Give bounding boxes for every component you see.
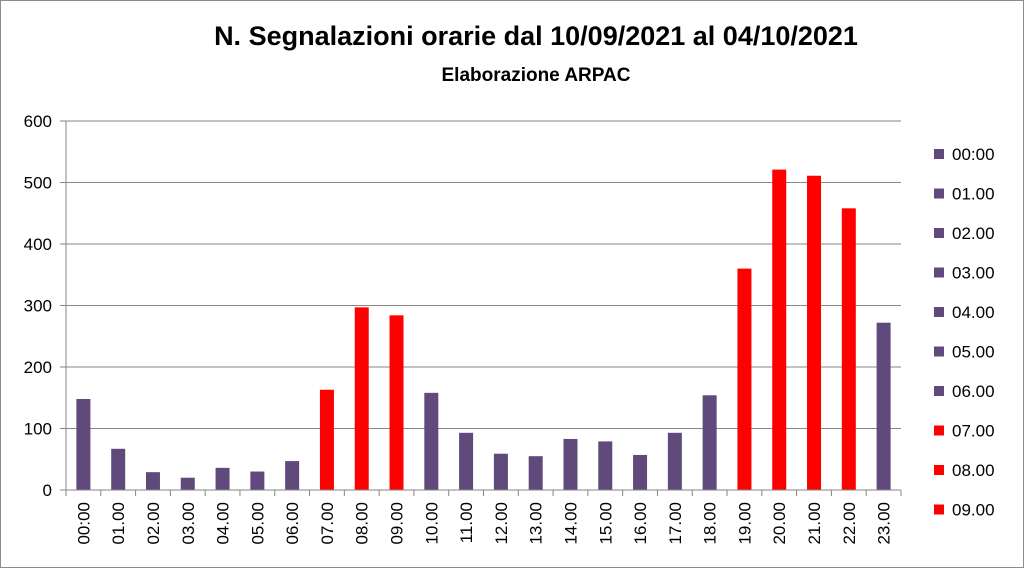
bar-0900: [389, 315, 404, 490]
legend-label: 06.00: [952, 382, 995, 401]
bar-0500: [250, 471, 265, 490]
legend-swatch: [934, 149, 944, 159]
legend-item: 02.00: [934, 224, 995, 243]
x-tick-label: 15.00: [596, 502, 615, 545]
x-tick-label: 14.00: [561, 502, 580, 545]
legend-swatch: [934, 504, 944, 515]
x-tick-label: 08.00: [353, 502, 372, 545]
legend-label: 07.00: [952, 422, 995, 441]
legend-item: 09.00: [934, 501, 995, 520]
x-tick-label: 04.00: [214, 502, 233, 545]
legend-label: 04.00: [952, 303, 995, 322]
bar-2300: [876, 322, 891, 490]
x-tick-label: 06.00: [283, 502, 302, 545]
x-tick-label: 23.00: [875, 502, 894, 545]
bar-2100: [807, 175, 822, 491]
y-tick-label: 300: [24, 297, 52, 316]
legend-label: 01.00: [952, 185, 995, 204]
bar-1800: [702, 395, 717, 490]
x-tick-label: 02.00: [144, 502, 163, 545]
legend-label: 05.00: [952, 343, 995, 362]
legend: 00:00 01.00 02.00 03.00 04.00 05.00 06.00 07.00…: [934, 145, 995, 520]
legend-item: 00:00: [934, 145, 995, 164]
bar-1300: [528, 456, 543, 490]
legend-label: 09.00: [952, 501, 995, 520]
x-tick-label: 00:00: [74, 502, 93, 545]
bar-1600: [633, 454, 648, 490]
bar-0400: [215, 467, 230, 490]
x-tick-label: 05.00: [248, 502, 267, 545]
x-tick-label: 11.00: [457, 502, 476, 543]
legend-swatch: [934, 228, 944, 238]
legend-item: 06.00: [934, 382, 995, 401]
y-tick-label: 400: [24, 235, 52, 254]
bar-0300: [180, 477, 195, 490]
legend-label: 08.00: [952, 461, 995, 480]
legend-swatch: [934, 386, 944, 396]
x-tick-label: 18.00: [701, 502, 720, 545]
y-tick-label: 500: [24, 174, 52, 193]
bar-1100: [459, 432, 474, 490]
legend-label: 00:00: [952, 145, 995, 164]
x-tick-label: 16.00: [631, 502, 650, 545]
bar-2000: [772, 169, 787, 490]
legend-label: 02.00: [952, 224, 995, 243]
legend-item: 08.00: [934, 461, 995, 480]
y-axis-ticks: 0 100 200 300 400 500 600: [24, 112, 66, 500]
bar-1700: [667, 432, 682, 490]
x-tick-label: 10.00: [422, 502, 441, 545]
bar-1900: [737, 268, 752, 490]
legend-swatch: [934, 267, 944, 278]
x-tick-label: 17.00: [666, 502, 685, 545]
legend-item: 04.00: [934, 303, 995, 322]
legend-swatch: [934, 465, 944, 475]
bars: [76, 169, 891, 491]
bar-0700: [319, 389, 334, 490]
x-tick-label: 20.00: [770, 502, 789, 545]
bar-2200: [841, 208, 856, 490]
x-tick-label: 13.00: [527, 502, 546, 545]
y-tick-label: 600: [24, 112, 52, 131]
x-tick-label: 22.00: [840, 502, 859, 545]
chart-title: N. Segnalazioni orarie dal 10/09/2021 al…: [214, 21, 858, 51]
bar-1000: [424, 392, 439, 490]
x-tick-label: 03.00: [179, 502, 198, 545]
legend-item: 05.00: [934, 343, 995, 362]
legend-item: 03.00: [934, 264, 995, 283]
y-tick-label: 100: [24, 420, 52, 439]
legend-swatch: [934, 346, 944, 357]
x-axis-ticks: 00:00 01.00 02.00 03.00 04.00 05.00 06.00 07.00…: [65, 490, 902, 545]
y-tick-label: 200: [24, 358, 52, 377]
y-tick-label: 0: [43, 481, 52, 500]
legend-item: 01.00: [934, 185, 995, 204]
bar-1400: [563, 438, 578, 490]
x-tick-label: 01.00: [109, 502, 128, 545]
x-tick-label: 07.00: [318, 502, 337, 545]
x-tick-label: 19.00: [735, 502, 754, 545]
bar-0800: [354, 307, 369, 490]
grid-lines: [66, 120, 901, 429]
bar-0100: [111, 448, 126, 490]
bar-1500: [598, 441, 613, 490]
legend-label: 03.00: [952, 264, 995, 283]
legend-swatch: [934, 307, 944, 317]
bar-0600: [285, 461, 300, 490]
legend-swatch: [934, 425, 944, 436]
bar-0000: [76, 398, 91, 490]
bar-1200: [493, 453, 508, 490]
x-tick-label: 12.00: [492, 502, 511, 545]
x-tick-label: 09.00: [388, 502, 407, 545]
x-tick-label: 21.00: [805, 502, 824, 545]
legend-swatch: [934, 188, 944, 199]
chart-subtitle: Elaborazione ARPAC: [442, 65, 631, 86]
legend-item: 07.00: [934, 422, 995, 441]
bar-0200: [145, 472, 160, 490]
